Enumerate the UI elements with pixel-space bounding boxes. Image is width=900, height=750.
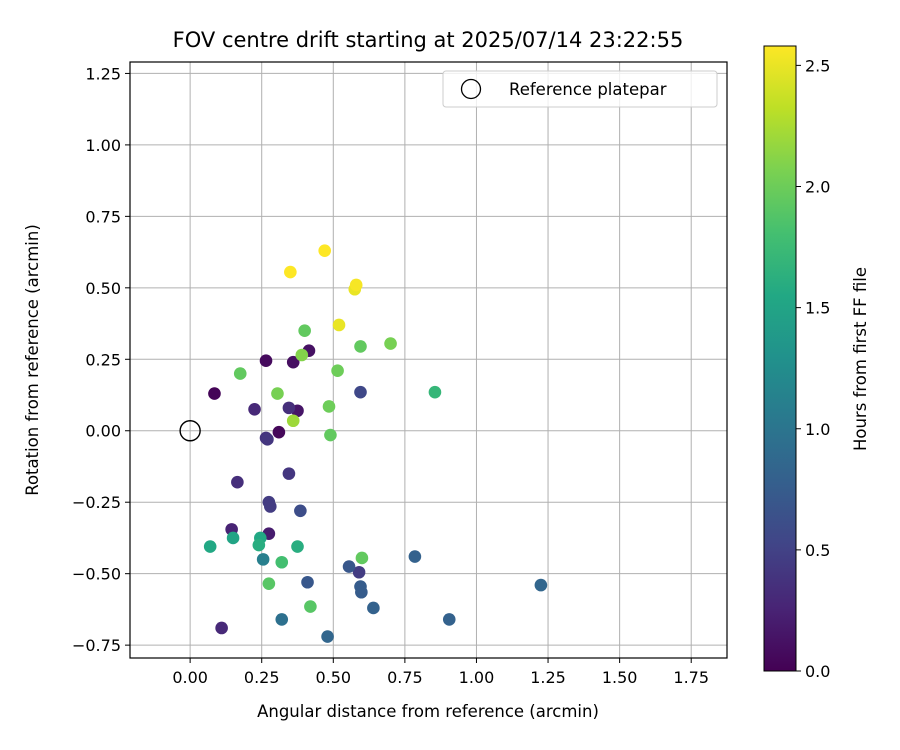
data-point (286, 414, 300, 428)
data-point (304, 600, 317, 613)
x-tick-label: 1.75 (673, 668, 709, 687)
data-point (408, 550, 422, 563)
data-point (349, 278, 363, 292)
x-tick-label: 1.25 (530, 668, 566, 687)
legend: Reference platepar (442, 70, 718, 108)
colorbar-tick-label: 1.0 (805, 420, 830, 439)
data-point (354, 385, 367, 399)
data-point (252, 538, 266, 552)
data-point (355, 551, 369, 565)
data-point (275, 613, 289, 626)
data-point (248, 403, 261, 416)
legend-reference-marker (460, 78, 482, 100)
y-tick-label: 1.00 (85, 136, 121, 155)
legend-entry: Reference platepar (509, 80, 667, 99)
colorbar-tick-label: 0.0 (805, 662, 830, 681)
data-point (226, 531, 240, 545)
x-axis-ticks: 0.00 0.25 0.50 0.75 1.00 1.25 1.50 1.75 (172, 658, 709, 687)
y-tick-label: 0.25 (85, 350, 121, 369)
data-point (384, 337, 397, 350)
data-point (284, 265, 297, 279)
data-point (208, 387, 221, 400)
colorbar-label: Hours from first FF file (851, 267, 870, 451)
data-point (203, 540, 217, 553)
data-point (291, 540, 304, 553)
data-point (286, 355, 300, 369)
colorbar-tick-label: 1.5 (805, 299, 830, 318)
colorbar-tick-label: 2.5 (805, 56, 830, 75)
y-tick-label: 0.50 (85, 279, 121, 298)
data-point (256, 553, 270, 566)
data-point (262, 577, 276, 590)
data-point (355, 585, 368, 599)
y-tick-label: −0.50 (72, 565, 121, 584)
x-tick-label: 1.00 (459, 668, 495, 687)
y-tick-label: −0.75 (72, 636, 121, 655)
y-axis-label: Rotation from reference (arcmin) (23, 224, 42, 496)
data-point (294, 504, 307, 518)
x-tick-label: 0.25 (244, 668, 280, 687)
data-point (259, 354, 273, 368)
plot-frame (129, 61, 728, 659)
data-points (179, 244, 548, 643)
x-tick-label: 0.75 (387, 668, 423, 687)
legend-box (442, 70, 718, 108)
data-point (324, 428, 337, 442)
chart-title: FOV centre drift starting at 2025/07/14 … (173, 28, 684, 52)
data-point (331, 364, 344, 378)
data-point (428, 385, 442, 399)
data-point (367, 601, 380, 615)
data-point (264, 500, 277, 513)
grid (130, 62, 727, 658)
colorbar-ticks: 0.0 0.5 1.0 1.5 2.0 2.5 (796, 56, 830, 681)
data-point (261, 433, 274, 446)
data-point (275, 555, 289, 569)
data-point (215, 621, 228, 635)
reference-platepar-marker (179, 420, 201, 442)
data-point (354, 340, 367, 353)
x-axis-label: Angular distance from reference (arcmin) (257, 702, 599, 721)
data-point (342, 560, 356, 573)
data-point (322, 400, 336, 413)
data-point (318, 244, 332, 257)
data-point (271, 387, 284, 400)
data-point (352, 565, 366, 579)
data-point (282, 401, 296, 415)
data-point (231, 475, 244, 489)
data-point (233, 367, 247, 380)
data-point (301, 575, 314, 589)
data-point (332, 318, 346, 332)
colorbar-tick-label: 0.5 (805, 541, 830, 560)
colorbar-tick-label: 2.0 (805, 178, 830, 197)
data-point (534, 578, 548, 592)
x-tick-label: 0.50 (315, 668, 351, 687)
colorbar-gradient (763, 45, 797, 672)
colorbar: 0.0 0.5 1.0 1.5 2.0 2.5 Hours from first FF f… (763, 45, 870, 681)
y-tick-label: −0.25 (72, 493, 121, 512)
y-tick-label: 0.00 (85, 422, 121, 441)
y-tick-label: 0.75 (85, 207, 121, 226)
y-axis-ticks: −0.75 −0.50 −0.25 0.00 0.25 0.50 0.75 1.00 1.25 (72, 64, 130, 655)
data-point (321, 630, 334, 643)
data-point (298, 324, 311, 338)
data-point (272, 425, 286, 439)
data-point (442, 613, 456, 626)
x-tick-label: 1.50 (602, 668, 638, 687)
data-point (282, 467, 296, 480)
x-tick-label: 0.00 (172, 668, 208, 687)
y-tick-label: 1.25 (85, 64, 121, 83)
data-point (295, 348, 309, 362)
